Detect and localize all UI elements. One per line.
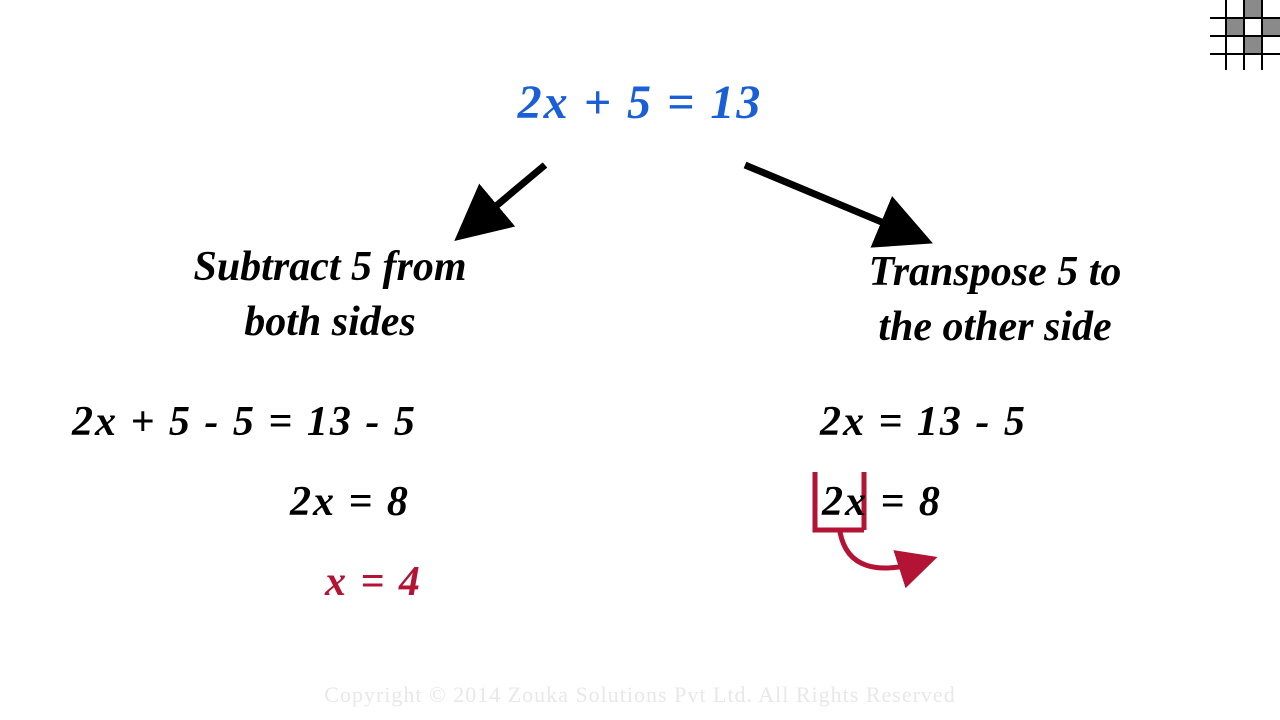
right-title-line1: Transpose 5 to [869,249,1122,295]
copyright-text: Copyright © 2014 Zouka Solutions Pvt Ltd… [324,682,955,708]
right-title-line2: the other side [878,304,1111,350]
main-equation: 2x + 5 = 13 [518,75,763,130]
right-step-2: 2x = 8 [822,478,942,526]
grid-decoration-icon [1210,0,1280,70]
left-title-line2: both sides [244,299,416,345]
right-method-title: Transpose 5 to the other side [780,245,1210,354]
left-step-1: 2x + 5 - 5 = 13 - 5 [72,398,417,446]
left-method-title: Subtract 5 from both sides [100,240,560,349]
left-step-2: 2x = 8 [290,478,410,526]
left-result: x = 4 [325,558,422,606]
right-step-1: 2x = 13 - 5 [820,398,1027,446]
left-title-line1: Subtract 5 from [193,244,466,290]
